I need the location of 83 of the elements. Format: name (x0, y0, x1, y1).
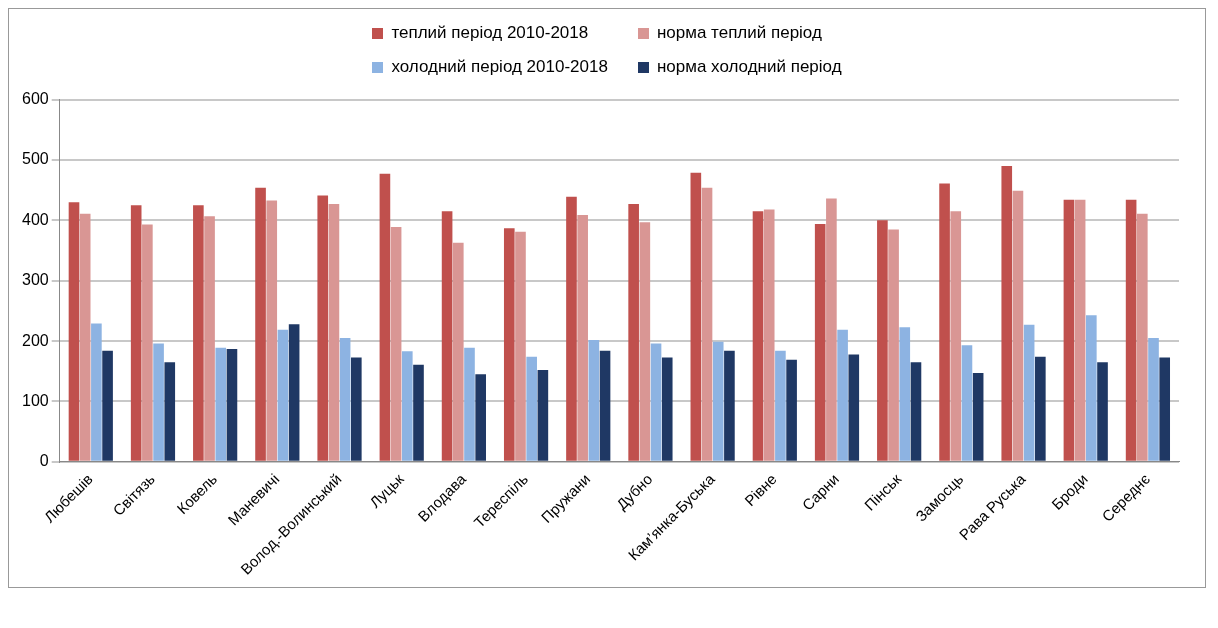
bar (164, 362, 176, 461)
bar (1074, 199, 1086, 461)
bar (226, 348, 238, 461)
bar (1097, 362, 1108, 461)
bar (79, 213, 91, 461)
bar (401, 351, 413, 461)
bar (204, 216, 215, 461)
bar (1001, 166, 1013, 461)
bar (537, 370, 549, 461)
bar (266, 200, 278, 461)
bar (1136, 213, 1148, 461)
bar (1063, 199, 1075, 461)
bar (639, 222, 651, 461)
bar (786, 359, 797, 461)
bar (650, 343, 662, 461)
bar (328, 204, 340, 461)
bar (452, 242, 464, 461)
bar (215, 347, 227, 461)
bar (763, 209, 775, 461)
bar (350, 357, 362, 461)
bar (1125, 199, 1137, 461)
bar (877, 220, 888, 461)
bar (526, 356, 537, 461)
bar (910, 362, 922, 461)
bar (826, 198, 837, 461)
bar (899, 327, 911, 461)
bar (142, 224, 153, 461)
bar (441, 211, 453, 461)
y-tick-label: 0 (39, 452, 49, 470)
bar (317, 195, 329, 461)
bar (464, 347, 475, 461)
bar (379, 173, 391, 461)
bar (690, 172, 702, 461)
legend-label: теплий період 2010-2018 (391, 23, 589, 43)
bar (939, 183, 950, 461)
bar (91, 323, 102, 461)
bar (390, 227, 402, 461)
bar (413, 364, 424, 461)
bar (752, 211, 764, 461)
legend-label: холодний період 2010-2018 (391, 57, 608, 77)
bar (1023, 324, 1035, 461)
bar (814, 223, 826, 461)
bar (837, 329, 848, 461)
bar (153, 343, 164, 461)
bar (1148, 338, 1159, 461)
bar (1159, 357, 1171, 461)
bar (102, 350, 113, 461)
bar (503, 228, 515, 461)
bar (848, 354, 860, 461)
bar (130, 205, 142, 461)
bar (972, 373, 984, 461)
bar (288, 324, 300, 461)
bar (628, 204, 639, 461)
legend-label: норма теплий період (656, 23, 822, 43)
y-tick-label: 500 (21, 150, 49, 168)
bar (339, 338, 351, 461)
bar (961, 345, 973, 461)
bar (775, 350, 786, 461)
bar (255, 187, 266, 461)
bar (68, 202, 80, 461)
bar (1012, 190, 1024, 461)
y-tick-label: 600 (21, 90, 49, 108)
bar (1035, 356, 1046, 461)
y-tick-label: 200 (21, 331, 49, 349)
bar (661, 357, 673, 461)
bar (599, 350, 611, 461)
bar (566, 196, 577, 461)
bar (277, 329, 289, 461)
bar (724, 350, 735, 461)
bar (701, 187, 713, 461)
bar (577, 214, 588, 461)
bar (888, 229, 899, 461)
bar (515, 231, 526, 461)
y-tick-label: 300 (21, 271, 49, 289)
bar (475, 374, 486, 461)
y-tick-label: 400 (21, 210, 49, 228)
bar (193, 205, 204, 461)
y-tick-label: 100 (21, 391, 49, 409)
bar (1086, 315, 1097, 461)
bar (712, 341, 724, 461)
bar (950, 211, 962, 461)
bar (588, 339, 600, 461)
legend-label: норма холодний період (656, 57, 842, 77)
